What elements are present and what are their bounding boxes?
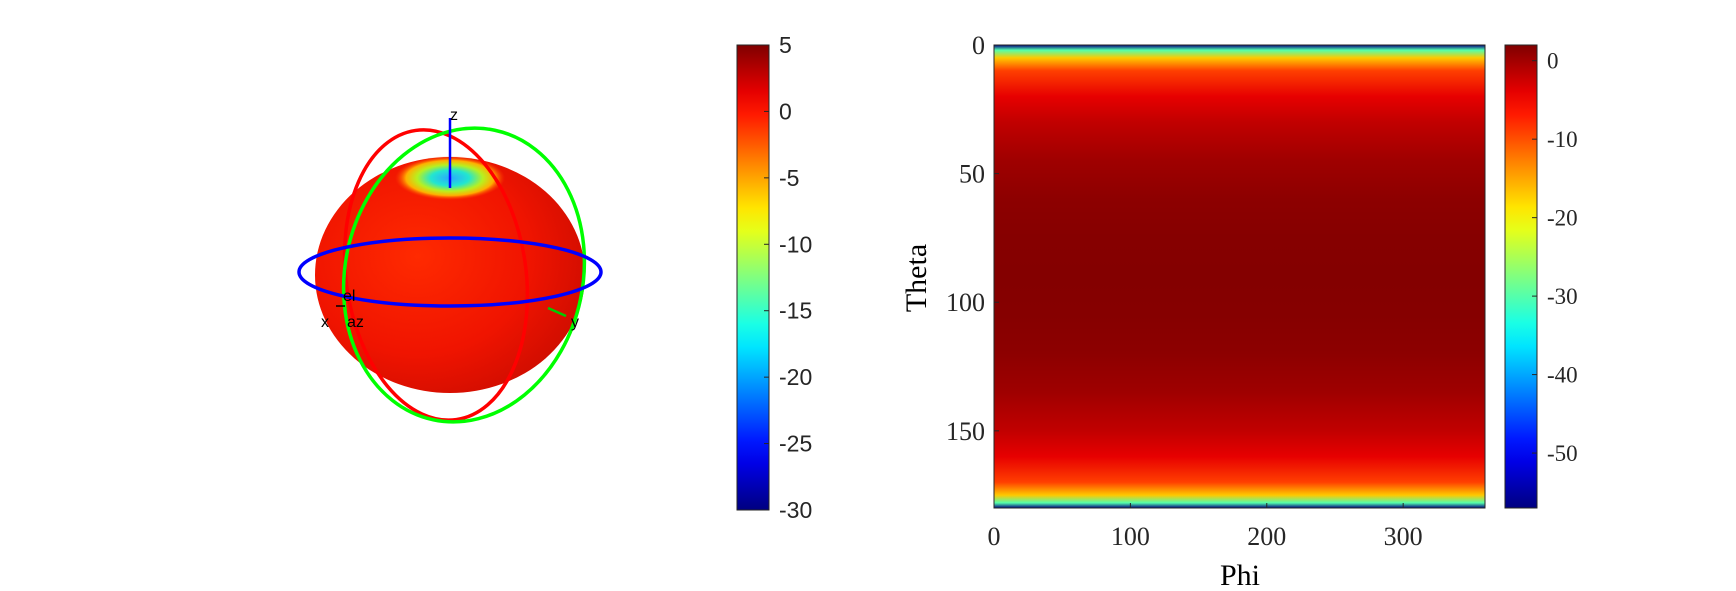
colorbar-2-bar (1504, 44, 1538, 509)
heatmap-x-tick-label: 0 (988, 522, 1001, 551)
colorbar-1: 5 0 -5 -10 -15 -20 -25 -30 (736, 32, 812, 523)
heatmap-y-tick-label: 100 (946, 288, 985, 317)
heatmap-panel: 0 100 200 300 0 50 100 150 Phi Theta (900, 31, 1486, 591)
pattern-3d: z x y el az (297, 107, 603, 424)
colorbar-2-ticks: 0 -10 -20 -30 -40 -50 (1532, 49, 1578, 466)
heatmap-ylabel: Theta (900, 244, 933, 312)
heatmap-x-tick-label: 300 (1384, 522, 1423, 551)
angle-label-az: az (347, 314, 364, 331)
axis-label-y: y (571, 314, 579, 331)
heatmap-y-tick-label: 50 (959, 160, 985, 189)
elevation-ring-xz (342, 128, 530, 422)
axis-label-z: z (450, 107, 458, 124)
colorbar-2: 0 -10 -20 -30 -40 -50 (1504, 44, 1578, 509)
colorbar-1-tick-label: 5 (779, 32, 792, 58)
heatmap-x-tick-label: 200 (1247, 522, 1286, 551)
colorbar-1-ticks: 5 0 -5 -10 -15 -20 -25 -30 (764, 32, 812, 523)
heatmap-y-ticks: 0 50 100 150 (946, 31, 999, 446)
colorbar-1-bar (736, 44, 770, 511)
y-axis-tick (547, 306, 567, 318)
axis-label-x: x (321, 314, 329, 331)
heatmap-x-ticks: 0 100 200 300 (988, 503, 1423, 551)
colorbar-2-tick-label: -40 (1547, 363, 1578, 388)
heatmap-xlabel: Phi (1220, 559, 1260, 591)
heatmap-x-tick-label: 100 (1111, 522, 1150, 551)
heatmap-frame (993, 44, 1486, 509)
colorbar-2-tick-label: -20 (1547, 206, 1578, 231)
heatmap-y-tick-label: 150 (946, 417, 985, 446)
azimuth-ring (297, 236, 603, 308)
colorbar-1-tick-label: -25 (779, 431, 812, 457)
colorbar-1-tick-label: -15 (779, 298, 812, 324)
colorbar-2-tick-label: -50 (1547, 441, 1578, 466)
elevation-ring-yz (341, 126, 587, 424)
colorbar-2-tick-label: -10 (1547, 127, 1578, 152)
angle-label-el: el (343, 288, 355, 305)
colorbar-1-tick-label: -10 (779, 231, 812, 257)
colorbar-1-tick-label: -30 (779, 497, 812, 523)
colorbar-1-tick-label: -20 (779, 364, 812, 390)
colorbar-1-tick-label: 0 (779, 98, 792, 124)
heatmap-y-tick-label: 0 (972, 31, 985, 60)
colorbar-1-tick-label: -5 (779, 165, 799, 191)
heatmap-image (994, 45, 1485, 508)
colorbar-2-tick-label: -30 (1547, 284, 1578, 309)
colorbar-2-tick-label: 0 (1547, 49, 1559, 74)
